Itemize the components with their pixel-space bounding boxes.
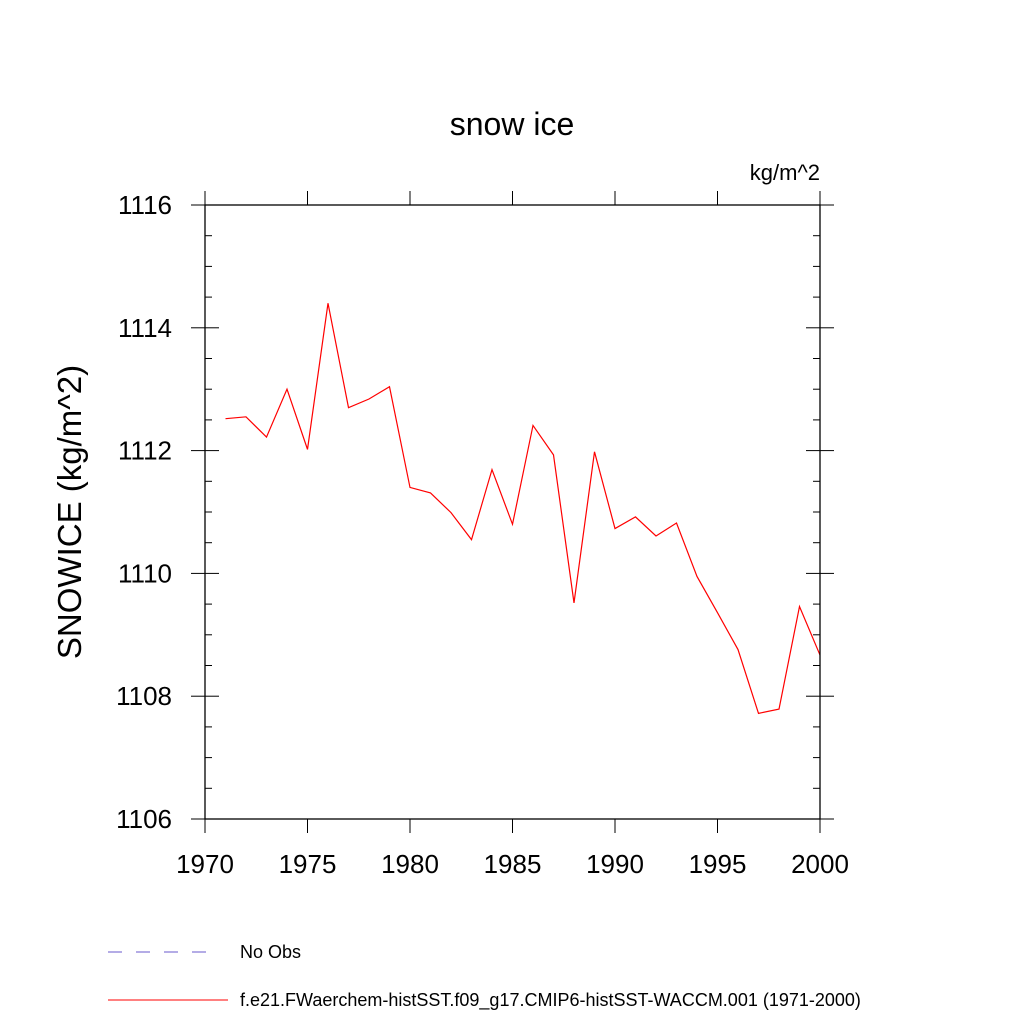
- axes: [191, 191, 834, 833]
- x-tick-label: 1990: [586, 849, 644, 879]
- x-tick-label: 1975: [279, 849, 337, 879]
- legend-label: No Obs: [240, 942, 301, 962]
- legend: No Obs f.e21.FWaerchem-histSST.f09_g17.CM…: [108, 942, 861, 1011]
- chart-title: snow ice: [450, 106, 575, 142]
- legend-label: f.e21.FWaerchem-histSST.f09_g17.CMIP6-hi…: [240, 990, 861, 1011]
- tick-labels: 1106 1108 1110 1112 1114 1116 1970 1975 1980 1985…: [116, 190, 849, 879]
- units-label: kg/m^2: [750, 160, 820, 185]
- text-labels: snow ice kg/m^2 SNOWICE (kg/m^2): [51, 106, 820, 659]
- y-tick-label: 1116: [118, 190, 172, 220]
- x-tick-label: 1970: [176, 849, 234, 879]
- series-line: [225, 303, 821, 715]
- y-tick-label: 1114: [118, 313, 172, 343]
- y-tick-label: 1106: [116, 804, 172, 834]
- x-tick-label: 1985: [484, 849, 542, 879]
- y-axis-label: SNOWICE (kg/m^2): [51, 365, 88, 659]
- y-tick-label: 1112: [118, 436, 172, 466]
- x-tick-label: 2000: [791, 849, 849, 879]
- plot-frame: [204, 204, 821, 820]
- x-tick-label: 1980: [381, 849, 439, 879]
- x-tick-label: 1995: [689, 849, 747, 879]
- y-tick-label: 1108: [116, 681, 172, 711]
- plot-area: [225, 303, 821, 715]
- y-tick-label: 1110: [118, 558, 172, 588]
